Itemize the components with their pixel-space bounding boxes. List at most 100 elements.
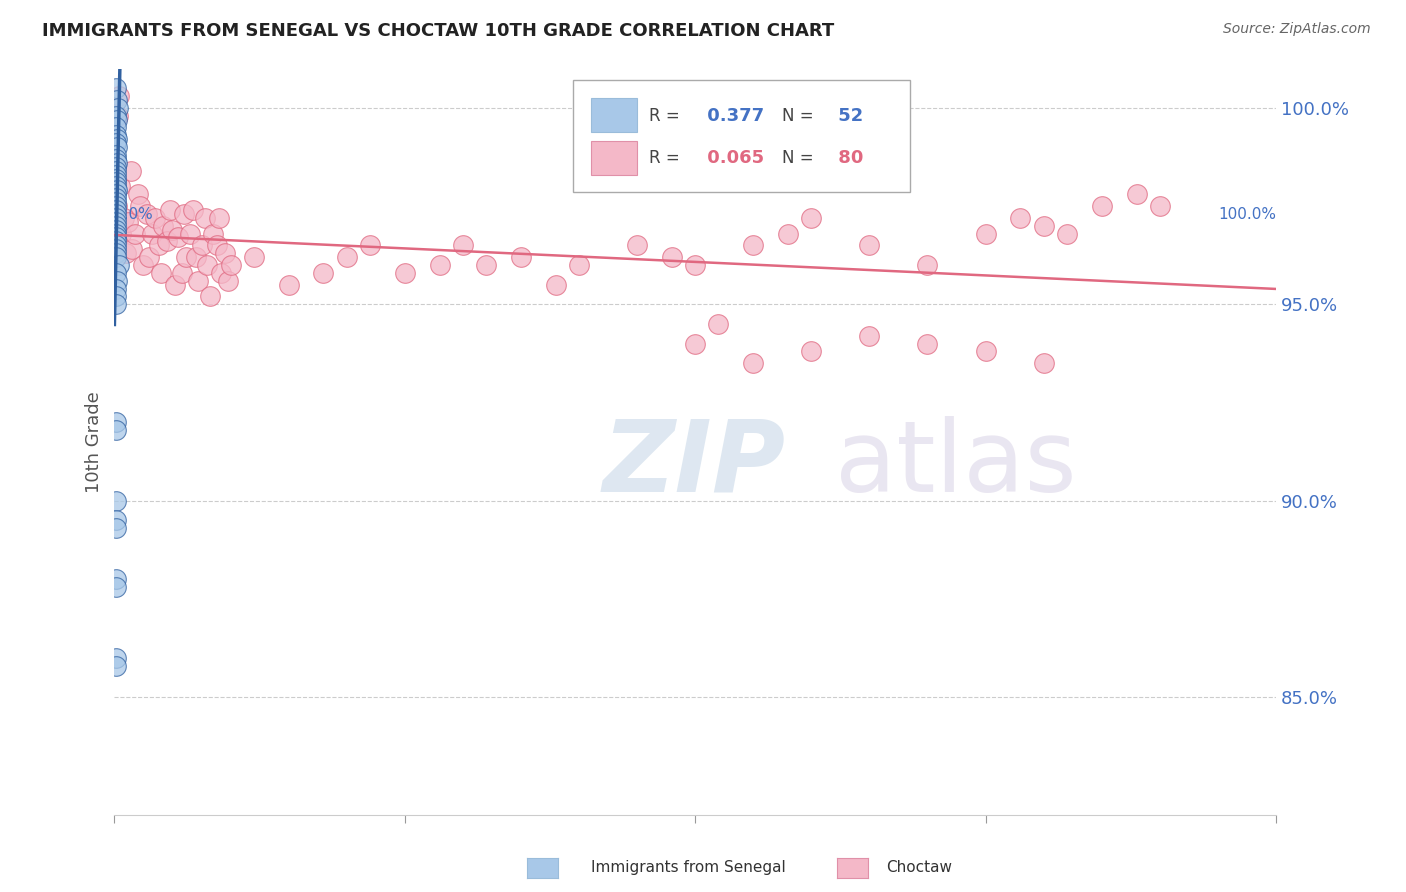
Point — [858, 238, 880, 252]
Point — [974, 227, 997, 241]
Point — [104, 493, 127, 508]
Text: N =: N = — [782, 149, 814, 167]
Text: Choctaw: Choctaw — [886, 860, 952, 874]
Bar — [591, 98, 637, 132]
Point — [544, 277, 567, 292]
Point — [778, 227, 800, 241]
Point — [917, 258, 939, 272]
Point — [202, 227, 225, 241]
Text: R =: R = — [648, 149, 679, 167]
Point — [104, 152, 127, 166]
Point — [104, 211, 127, 225]
Point — [626, 238, 648, 252]
Point — [108, 258, 131, 272]
Point — [104, 215, 127, 229]
Point — [661, 250, 683, 264]
Point — [104, 580, 127, 594]
Point — [104, 199, 127, 213]
Point — [104, 176, 127, 190]
Point — [104, 202, 127, 217]
Point — [115, 246, 138, 260]
Point — [124, 227, 146, 241]
Point — [104, 128, 127, 143]
Point — [1091, 199, 1114, 213]
Point — [683, 336, 706, 351]
Point — [104, 171, 127, 186]
Point — [194, 211, 217, 225]
Point — [104, 219, 127, 233]
Point — [163, 277, 186, 292]
Point — [104, 168, 127, 182]
Point — [219, 258, 242, 272]
Text: 100.0%: 100.0% — [1218, 207, 1277, 221]
Text: Immigrants from Senegal: Immigrants from Senegal — [591, 860, 786, 874]
Point — [104, 242, 127, 256]
Point — [104, 207, 127, 221]
Point — [104, 160, 127, 174]
Point — [104, 227, 127, 241]
Point — [104, 250, 127, 264]
Point — [195, 258, 218, 272]
Point — [104, 246, 127, 260]
Point — [162, 222, 184, 236]
Point — [104, 238, 127, 252]
Point — [143, 211, 166, 225]
Point — [112, 211, 135, 225]
Point — [104, 266, 127, 280]
Point — [105, 156, 128, 170]
Point — [141, 227, 163, 241]
Point — [104, 235, 127, 249]
Point — [105, 93, 128, 107]
Point — [129, 199, 152, 213]
Point — [205, 238, 228, 252]
Point — [104, 423, 127, 437]
Point — [104, 415, 127, 429]
Point — [451, 238, 474, 252]
Text: 0.0%: 0.0% — [114, 207, 153, 221]
FancyBboxPatch shape — [574, 79, 910, 192]
Point — [104, 148, 127, 162]
Point — [159, 202, 181, 217]
Point — [148, 238, 170, 252]
Point — [104, 163, 127, 178]
Point — [176, 250, 198, 264]
Text: 80: 80 — [832, 149, 863, 167]
Point — [208, 211, 231, 225]
Point — [510, 250, 533, 264]
Point — [152, 219, 174, 233]
Point — [707, 317, 730, 331]
Point — [742, 238, 765, 252]
Point — [107, 109, 129, 123]
Point — [117, 215, 139, 229]
Point — [800, 344, 823, 359]
Point — [105, 140, 128, 154]
Point — [170, 266, 193, 280]
Point — [104, 297, 127, 311]
Point — [683, 258, 706, 272]
Point — [1032, 356, 1054, 370]
Point — [104, 573, 127, 587]
Text: 52: 52 — [832, 106, 863, 125]
Text: atlas: atlas — [835, 416, 1076, 513]
Point — [104, 651, 127, 665]
Point — [475, 258, 498, 272]
Text: Source: ZipAtlas.com: Source: ZipAtlas.com — [1223, 22, 1371, 37]
Text: 0.065: 0.065 — [702, 149, 763, 167]
Point — [105, 274, 128, 288]
Point — [104, 222, 127, 236]
Point — [104, 81, 127, 95]
Point — [108, 89, 131, 103]
Point — [198, 289, 221, 303]
Point — [104, 179, 127, 194]
Point — [149, 266, 172, 280]
Point — [217, 274, 239, 288]
Point — [167, 230, 190, 244]
Point — [121, 242, 143, 256]
Point — [105, 199, 128, 213]
Point — [104, 120, 127, 135]
Point — [110, 227, 132, 241]
Point — [394, 266, 416, 280]
Point — [1032, 219, 1054, 233]
Point — [187, 274, 209, 288]
Point — [104, 136, 127, 151]
